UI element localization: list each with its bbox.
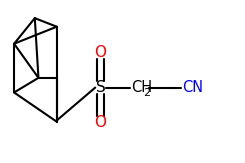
Text: S: S bbox=[96, 80, 105, 95]
Text: 2: 2 bbox=[143, 88, 150, 98]
Text: CH: CH bbox=[131, 80, 152, 95]
Text: O: O bbox=[95, 45, 107, 60]
Text: O: O bbox=[95, 115, 107, 130]
Text: CN: CN bbox=[182, 80, 203, 95]
